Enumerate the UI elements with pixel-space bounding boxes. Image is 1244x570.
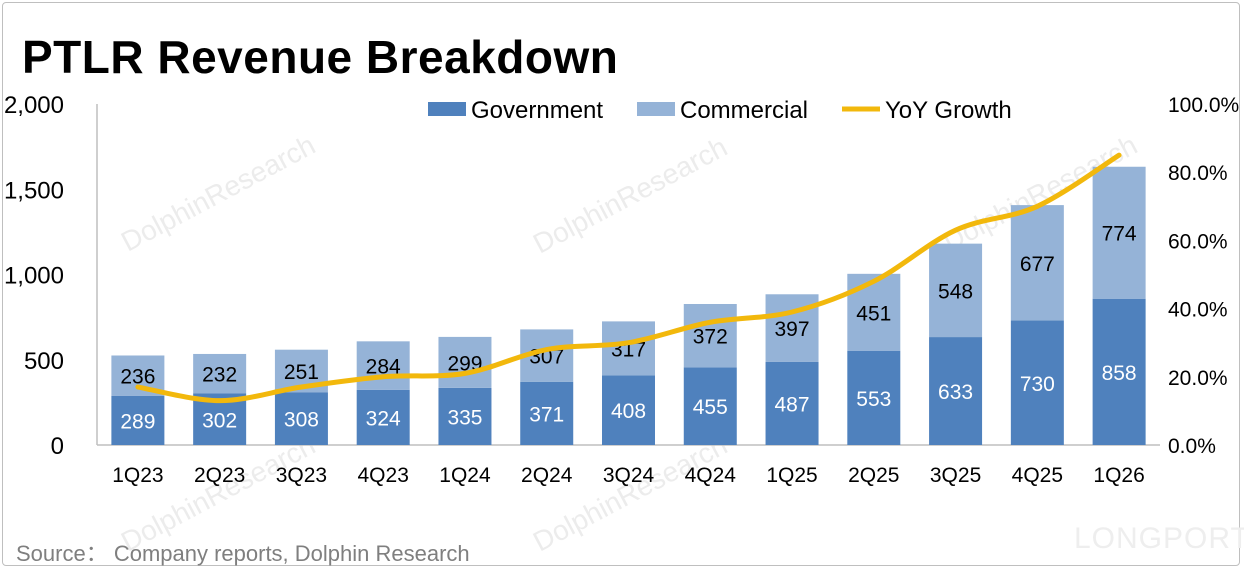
bar-commercial: [847, 273, 901, 351]
legend-label: YoY Growth: [885, 97, 1012, 124]
x-tick-label: 3Q23: [276, 464, 327, 487]
data-label-commercial: 548: [938, 280, 973, 303]
bar-government: [1092, 298, 1146, 445]
series-line-yoy-growth: [135, 152, 1122, 404]
x-tick-label: 4Q24: [685, 464, 737, 487]
data-label-commercial: 232: [202, 364, 237, 387]
brand-watermark: LONGPORT: [1074, 522, 1244, 555]
x-tick-label: 4Q23: [358, 464, 409, 487]
data-label-government: 633: [938, 381, 973, 404]
x-tick-label: 1Q24: [439, 464, 491, 487]
x-tick-label: 4Q25: [1012, 464, 1063, 487]
y2-tick-label: 40.0%: [1168, 299, 1228, 322]
data-label-government: 455: [693, 396, 728, 419]
legend-label: Government: [471, 97, 603, 124]
data-label-commercial: 372: [693, 326, 728, 349]
data-label-government: 553: [856, 388, 891, 411]
y2-tick-label: 80.0%: [1168, 162, 1228, 185]
y-tick-label: 0: [51, 433, 64, 460]
bar-government: [520, 381, 574, 445]
bar-commercial: [438, 336, 492, 388]
x-tick-label: 3Q24: [603, 464, 655, 487]
bar-government: [847, 350, 901, 445]
data-label-commercial: 251: [284, 361, 319, 384]
y2-tick-label: 100.0%: [1168, 94, 1239, 117]
data-label-government: 730: [1020, 373, 1055, 396]
y-tick-label: 1,500: [4, 177, 64, 204]
data-label-commercial: 677: [1020, 253, 1055, 276]
y-tick-label: 1,000: [4, 263, 64, 290]
y2-tick-label: 0.0%: [1168, 435, 1216, 458]
bar-commercial: [1092, 166, 1146, 299]
bar-government: [111, 395, 165, 445]
y-tick-label: 2,000: [4, 92, 64, 119]
data-label-commercial: 774: [1102, 223, 1137, 246]
x-tick-label: 3Q25: [930, 464, 981, 487]
y-tick-label: 500: [24, 348, 64, 375]
legend-label: Commercial: [680, 97, 808, 124]
bar-government: [438, 387, 492, 445]
data-label-government: 308: [284, 409, 319, 432]
data-label-government: 302: [202, 409, 237, 432]
bar-commercial: [1010, 205, 1064, 321]
x-tick-label: 2Q24: [521, 464, 573, 487]
y2-tick-label: 20.0%: [1168, 367, 1228, 390]
bar-commercial: [193, 353, 247, 394]
legend-swatch: [428, 102, 466, 116]
bar-government: [683, 367, 737, 445]
x-tick-label: 2Q25: [848, 464, 899, 487]
x-tick-label: 1Q26: [1093, 464, 1144, 487]
data-label-government: 324: [366, 407, 401, 430]
bar-commercial: [929, 243, 983, 338]
bar-commercial: [356, 341, 410, 390]
data-label-government: 371: [529, 403, 564, 426]
data-label-commercial: 236: [120, 366, 155, 389]
bar-government: [274, 392, 328, 445]
bar-government: [765, 361, 819, 445]
x-tick-label: 2Q23: [194, 464, 245, 487]
bar-government: [1010, 320, 1064, 445]
x-tick-label: 1Q25: [766, 464, 817, 487]
data-label-commercial: 284: [366, 356, 401, 379]
data-label-government: 289: [120, 410, 155, 433]
data-label-government: 858: [1102, 362, 1137, 385]
bar-government: [929, 337, 983, 445]
data-label-commercial: 397: [775, 318, 810, 341]
data-label-government: 335: [447, 406, 482, 429]
source-note: Source： Company reports, Dolphin Researc…: [16, 541, 470, 566]
legend-swatch: [637, 102, 675, 116]
data-label-government: 408: [611, 400, 646, 423]
data-label-government: 487: [775, 393, 810, 416]
x-tick-label: 1Q23: [112, 464, 163, 487]
bar-government: [602, 375, 655, 445]
bar-government: [356, 389, 410, 445]
y2-tick-label: 60.0%: [1168, 230, 1228, 253]
bar-commercial: [602, 321, 655, 376]
chart-title: PTLR Revenue Breakdown: [22, 31, 619, 83]
data-label-commercial: 451: [856, 302, 891, 325]
bar-commercial: [683, 303, 737, 368]
